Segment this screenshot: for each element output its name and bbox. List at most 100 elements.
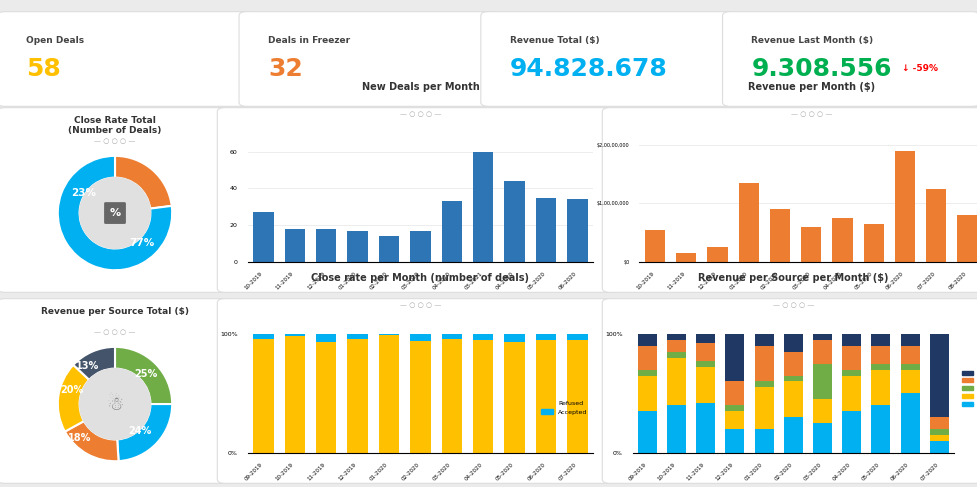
- Bar: [871, 370, 890, 405]
- Wedge shape: [58, 156, 172, 270]
- Text: 94.828.678: 94.828.678: [510, 57, 667, 81]
- Bar: [871, 334, 890, 346]
- Bar: [504, 342, 525, 452]
- Bar: [871, 405, 890, 452]
- Bar: [930, 417, 949, 429]
- Bar: [667, 358, 686, 405]
- Bar: [754, 381, 774, 387]
- Bar: [348, 230, 367, 262]
- Bar: [638, 375, 657, 411]
- Bar: [930, 435, 949, 441]
- Bar: [784, 417, 803, 452]
- Text: ☃: ☃: [106, 394, 124, 413]
- Bar: [379, 236, 400, 262]
- Bar: [696, 343, 715, 361]
- Text: 24%: 24%: [128, 426, 151, 436]
- Bar: [895, 151, 915, 262]
- Text: — ○ ○ ○ —: — ○ ○ ○ —: [400, 111, 442, 117]
- Text: Deals in Freezer: Deals in Freezer: [268, 36, 350, 45]
- Wedge shape: [73, 347, 115, 380]
- Bar: [813, 340, 832, 364]
- Bar: [696, 403, 715, 452]
- Bar: [842, 334, 861, 346]
- Bar: [316, 342, 336, 452]
- Bar: [667, 352, 686, 358]
- Circle shape: [79, 178, 150, 248]
- Bar: [926, 189, 947, 262]
- Bar: [901, 370, 919, 393]
- Circle shape: [79, 369, 150, 439]
- Text: 25%: 25%: [135, 369, 158, 379]
- Bar: [801, 226, 822, 262]
- Bar: [316, 334, 336, 342]
- Bar: [901, 346, 919, 364]
- Bar: [442, 201, 462, 262]
- Text: ↓ -59%: ↓ -59%: [902, 64, 938, 74]
- Bar: [253, 334, 274, 339]
- Bar: [707, 247, 728, 262]
- Text: 20%: 20%: [60, 385, 83, 395]
- Bar: [832, 218, 853, 262]
- Bar: [473, 340, 493, 452]
- Bar: [536, 198, 556, 262]
- Legend: Refused, Accepted: Refused, Accepted: [538, 398, 590, 417]
- Bar: [667, 340, 686, 352]
- Text: 77%: 77%: [130, 238, 155, 248]
- Bar: [348, 334, 367, 339]
- Bar: [473, 334, 493, 340]
- Wedge shape: [115, 156, 172, 208]
- Bar: [568, 340, 588, 452]
- Bar: [379, 334, 400, 335]
- Text: Revenue Last Month ($): Revenue Last Month ($): [751, 36, 873, 45]
- Bar: [930, 441, 949, 452]
- Text: Open Deals: Open Deals: [26, 36, 84, 45]
- Bar: [842, 346, 861, 370]
- Bar: [754, 334, 774, 346]
- Bar: [957, 215, 977, 262]
- Text: — ○ ○ ○ —: — ○ ○ ○ —: [95, 329, 136, 336]
- Bar: [739, 183, 759, 262]
- Bar: [253, 339, 274, 452]
- Bar: [930, 429, 949, 435]
- Bar: [813, 334, 832, 340]
- Legend: Referral, Paid ads, Network, Event, Cold Calling: Referral, Paid ads, Network, Event, Cold…: [959, 368, 977, 409]
- Text: Revenue per Source Total ($): Revenue per Source Total ($): [41, 306, 189, 316]
- Bar: [725, 405, 744, 411]
- Bar: [473, 152, 493, 262]
- Bar: [316, 229, 336, 262]
- Bar: [638, 334, 657, 346]
- Wedge shape: [115, 347, 172, 404]
- Bar: [645, 229, 665, 262]
- Bar: [901, 364, 919, 370]
- Bar: [813, 364, 832, 399]
- Text: New Deals per Month: New Deals per Month: [361, 82, 480, 93]
- Bar: [504, 181, 525, 262]
- Text: — ○ ○ ○ —: — ○ ○ ○ —: [790, 111, 832, 117]
- Bar: [754, 387, 774, 429]
- Text: 9.308.556: 9.308.556: [751, 57, 892, 81]
- Bar: [284, 229, 305, 262]
- Bar: [784, 334, 803, 352]
- Bar: [536, 340, 556, 452]
- Bar: [813, 423, 832, 452]
- Bar: [725, 411, 744, 429]
- Bar: [842, 370, 861, 375]
- Bar: [725, 429, 744, 452]
- Text: Close rate per Month (number of deals): Close rate per Month (number of deals): [312, 274, 530, 283]
- Bar: [284, 337, 305, 452]
- Bar: [667, 334, 686, 340]
- Bar: [784, 381, 803, 417]
- Text: — ○ ○ ○ —: — ○ ○ ○ —: [400, 302, 442, 308]
- Bar: [442, 339, 462, 452]
- Bar: [410, 334, 431, 341]
- Bar: [754, 429, 774, 452]
- Bar: [410, 230, 431, 262]
- Text: Revenue per Source per Month ($): Revenue per Source per Month ($): [698, 274, 888, 283]
- Bar: [871, 346, 890, 364]
- Bar: [410, 341, 431, 452]
- Bar: [864, 224, 884, 262]
- Text: 18%: 18%: [68, 433, 91, 443]
- Bar: [379, 335, 400, 452]
- Bar: [696, 367, 715, 403]
- Text: — ○ ○ ○ —: — ○ ○ ○ —: [773, 302, 814, 308]
